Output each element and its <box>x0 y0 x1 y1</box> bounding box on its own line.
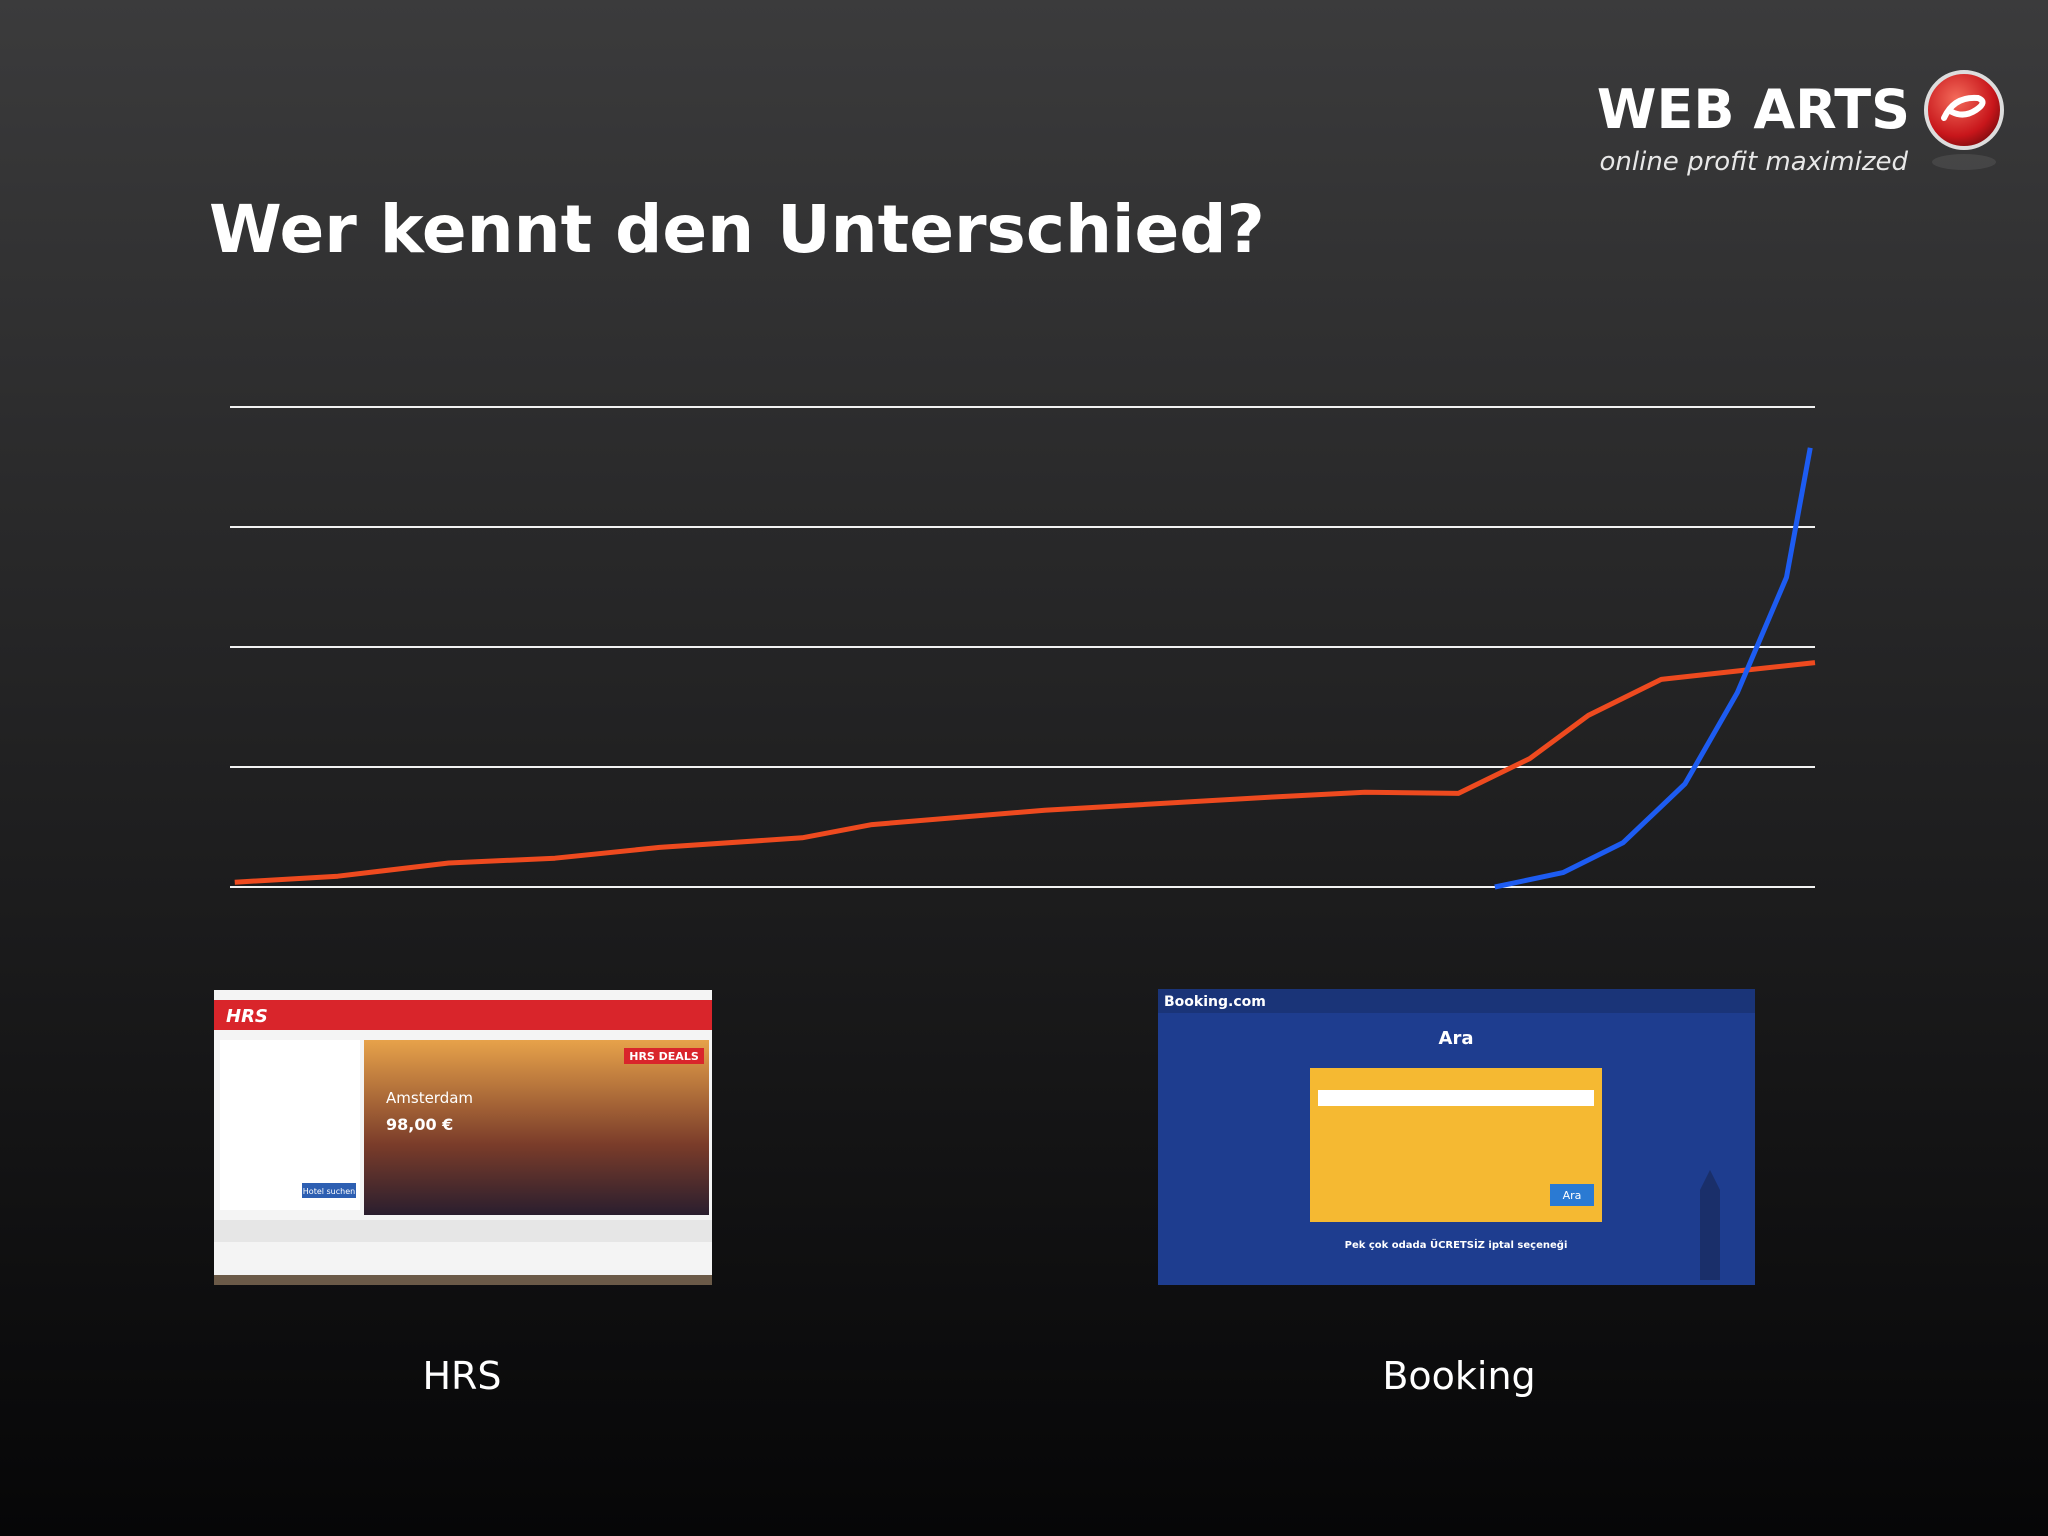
thumb-button <box>1550 1184 1594 1206</box>
legend-label: HRS <box>422 1354 501 1398</box>
slide-title: Wer kennt den Unterschied? <box>209 191 1265 268</box>
thumb-bar <box>214 1220 712 1242</box>
data-line <box>1494 447 1813 890</box>
thumb-tower <box>1700 1170 1720 1280</box>
thumb-strip <box>214 1275 712 1285</box>
thumb-text: Ara <box>1439 1028 1474 1049</box>
logo-reflection <box>1932 154 1996 170</box>
logo-name: WEB ARTS <box>1597 78 1910 141</box>
thumb-text: 98,00 € <box>386 1115 453 1134</box>
thumb-badge <box>624 1048 704 1064</box>
thumb-button <box>302 1183 356 1198</box>
thumb-input <box>1318 1090 1594 1106</box>
chart <box>230 406 1816 890</box>
thumb-text: Hotel suchen <box>303 1187 355 1196</box>
legend-label: Booking <box>1382 1354 1535 1398</box>
logo-swirl <box>1941 94 1986 121</box>
thumb-nav <box>1158 989 1755 1013</box>
thumb-text: HRS DEALS <box>629 1050 699 1063</box>
logo-ball <box>1924 70 2004 150</box>
thumb-text: Ara <box>1563 1189 1582 1202</box>
thumb-photo <box>364 1040 709 1215</box>
logo-tagline: online profit maximized <box>1600 147 1909 177</box>
thumb-form <box>220 1040 360 1210</box>
thumb-brand: HRS <box>226 1006 268 1027</box>
thumb-nav <box>214 1000 712 1030</box>
data-line <box>234 660 1816 885</box>
hrs-thumbnail: HRS HRS DEALS Amsterdam 98,00 € Hotel su… <box>214 990 712 1285</box>
logo: WEB ARTS online profit maximized <box>1597 70 2004 177</box>
thumb-brand: Booking.com <box>1164 994 1266 1010</box>
thumb-text: Amsterdam <box>386 1089 473 1107</box>
thumb-text: Pek çok odada ÜCRETSİZ iptal seçeneği <box>1345 1237 1568 1251</box>
booking-thumbnail: Booking.com Ara Ara Pek çok odada ÜCRETS… <box>1158 989 1755 1285</box>
